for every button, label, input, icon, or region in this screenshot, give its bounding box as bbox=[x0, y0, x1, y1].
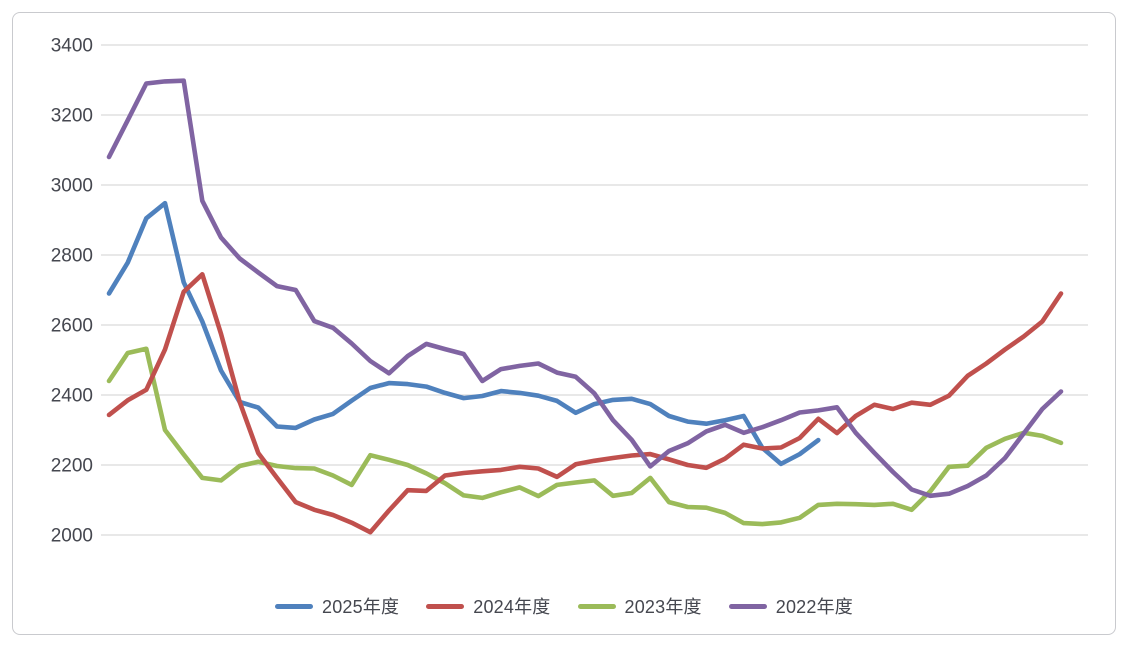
legend-line-swatch-icon bbox=[577, 603, 616, 609]
legend-item-2023年度: 2023年度 bbox=[577, 593, 702, 619]
legend-label: 2023年度 bbox=[624, 597, 702, 617]
y-axis-tick-label: 2000 bbox=[51, 526, 93, 547]
chart-frame: 3400 3200 3000 2800 2600 2400 2200 2000 2025年度 2… bbox=[12, 12, 1116, 635]
y-axis-tick-label: 3400 bbox=[51, 36, 93, 57]
series-line-2025年度 bbox=[106, 200, 821, 467]
legend-label: 2022年度 bbox=[775, 597, 853, 617]
y-axis-tick-label: 2400 bbox=[51, 386, 93, 407]
legend-label: 2025年度 bbox=[322, 597, 400, 617]
legend-line-swatch-icon bbox=[728, 603, 767, 609]
legend-line-swatch-icon bbox=[275, 603, 313, 609]
legend-item-2025年度: 2025年度 bbox=[275, 593, 399, 619]
y-axis-tick-label: 2800 bbox=[51, 246, 93, 267]
legend-item-2022年度: 2022年度 bbox=[728, 593, 853, 619]
line-chart-plot-area: 3400 3200 3000 2800 2600 2400 2200 2000 bbox=[51, 36, 1088, 547]
series-line-2024年度 bbox=[106, 271, 1064, 535]
y-axis-tick-label: 3000 bbox=[51, 176, 93, 197]
y-axis-tick-label: 3200 bbox=[51, 106, 93, 127]
legend-item-2024年度: 2024年度 bbox=[426, 593, 550, 619]
y-axis-tick-label: 2600 bbox=[51, 316, 93, 337]
legend-label: 2024年度 bbox=[473, 597, 551, 617]
chart-legend: 2025年度 2024年度 2023年度 2022年度 bbox=[13, 589, 1115, 623]
series-line-2022年度 bbox=[106, 78, 1064, 499]
legend-line-swatch-icon bbox=[426, 603, 465, 609]
y-axis-tick-label: 2200 bbox=[51, 456, 93, 477]
